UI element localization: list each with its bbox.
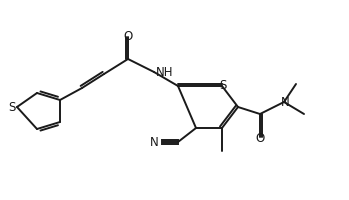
Text: O: O — [255, 132, 265, 145]
Text: O: O — [124, 29, 133, 42]
Text: S: S — [219, 79, 227, 92]
Text: S: S — [8, 101, 16, 114]
Text: N: N — [281, 96, 289, 109]
Text: N: N — [150, 136, 159, 149]
Text: NH: NH — [156, 66, 173, 79]
